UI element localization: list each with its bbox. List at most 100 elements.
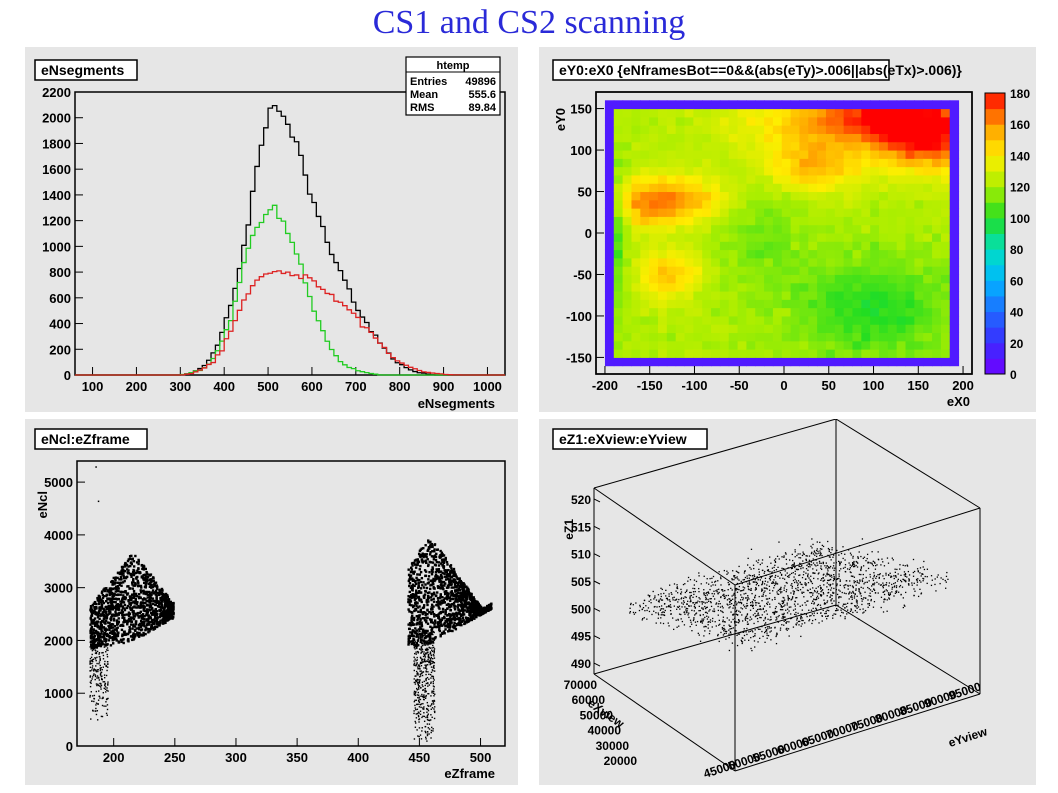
scatter-point (459, 579, 463, 583)
heatmap-cell (711, 208, 721, 217)
scatter-point (432, 642, 435, 644)
heatmap-cell (923, 274, 933, 284)
scatter-point (119, 593, 122, 596)
scatter-point (96, 613, 100, 616)
scatter-point (419, 704, 422, 706)
scatter-point (127, 585, 130, 588)
y-tick-label: -100 (566, 309, 592, 324)
heatmap-cell (790, 191, 800, 201)
scatter-point (118, 583, 121, 587)
scatter-point (91, 667, 94, 669)
scatter3d-point (685, 607, 688, 610)
heatmap-cell (737, 291, 747, 300)
scatter-point (168, 617, 171, 620)
scatter3d-point (736, 571, 739, 573)
heatmap-cell (852, 116, 862, 126)
scatter-point (417, 636, 420, 639)
scatter3d-point (660, 599, 663, 601)
scatter-point (96, 650, 99, 653)
heatmap-cell (613, 141, 624, 151)
heatmap-cell (640, 307, 650, 317)
heatmap-cell (817, 349, 827, 358)
heatmap-cell (622, 357, 632, 367)
scatter-point (123, 607, 126, 610)
scatter-point (132, 632, 135, 635)
scatter-point (94, 650, 97, 652)
heatmap-cell (870, 332, 880, 342)
heatmap-cell (817, 100, 827, 110)
heatmap-cell (932, 183, 942, 193)
scatter-point (119, 581, 123, 584)
scatter-point (431, 650, 434, 653)
scatter-point (409, 574, 413, 577)
palette-band (985, 233, 1005, 250)
scatter-point (139, 584, 143, 588)
scatter-point (429, 561, 433, 564)
scatter-point (111, 579, 114, 583)
heatmap-cell (887, 349, 898, 358)
scatter-point (152, 612, 156, 616)
scatter-point (454, 582, 457, 585)
scatter-point (123, 620, 126, 623)
scatter-point (120, 599, 124, 602)
scatter-point (446, 630, 450, 633)
scatter-point (447, 619, 451, 622)
scatter-point (416, 563, 419, 567)
scatter-point (95, 644, 97, 647)
scatter-point (108, 636, 112, 639)
heatmap-cell (631, 332, 641, 342)
scatter-point (413, 700, 416, 703)
scatter-point (465, 598, 469, 601)
heatmap-cell (861, 324, 871, 334)
scatter-point (131, 581, 134, 584)
scatter-point (97, 642, 99, 644)
scatter-point (428, 641, 431, 645)
x-tick-label: 50 (822, 378, 836, 393)
scatter-point (433, 679, 435, 681)
heatmap-cell (702, 249, 712, 259)
scatter-point (172, 605, 175, 608)
scatter-point (440, 570, 443, 573)
scatter-point (428, 560, 431, 564)
heatmap-cell (852, 191, 862, 201)
scatter-point (141, 621, 144, 624)
heatmap-cell (702, 158, 712, 168)
scatter-point (424, 559, 427, 562)
scatter-point (407, 573, 411, 577)
scatter-point (432, 577, 435, 581)
heatmap-cell (657, 100, 668, 110)
scatter-point (415, 703, 418, 706)
heatmap-cell (905, 249, 915, 259)
heatmap-cell (799, 266, 809, 275)
heatmap-cell (905, 199, 915, 209)
heatmap-cell (781, 340, 792, 350)
scatter-point (419, 710, 422, 712)
scatter-point (105, 712, 108, 715)
scatter-point (418, 718, 421, 720)
heatmap-cell (870, 125, 880, 134)
heatmap-cell (799, 125, 809, 134)
scatter-point (446, 591, 449, 595)
scatter-point (430, 634, 432, 636)
scatter-point (416, 713, 419, 715)
scatter-point (154, 608, 158, 611)
scatter3d-point (748, 639, 750, 641)
heatmap-cell (746, 274, 756, 284)
scatter-point (427, 727, 430, 729)
x-tick-label: 450 (409, 750, 431, 765)
scatter-point (90, 632, 92, 635)
scatter-point (431, 700, 434, 702)
scatter3d-point (801, 619, 803, 622)
y-tick-label: 1800 (42, 136, 71, 151)
scatter3d-point (857, 562, 859, 564)
scatter-point (159, 606, 163, 609)
scatter-point (410, 594, 413, 597)
scatter-point (461, 595, 464, 599)
scatter-point (433, 662, 436, 664)
heatmap-cell (640, 282, 650, 292)
scatter-point (90, 610, 93, 614)
scatter-point (448, 596, 452, 599)
heatmap-cell (817, 324, 827, 334)
heatmap-cell (693, 324, 703, 334)
